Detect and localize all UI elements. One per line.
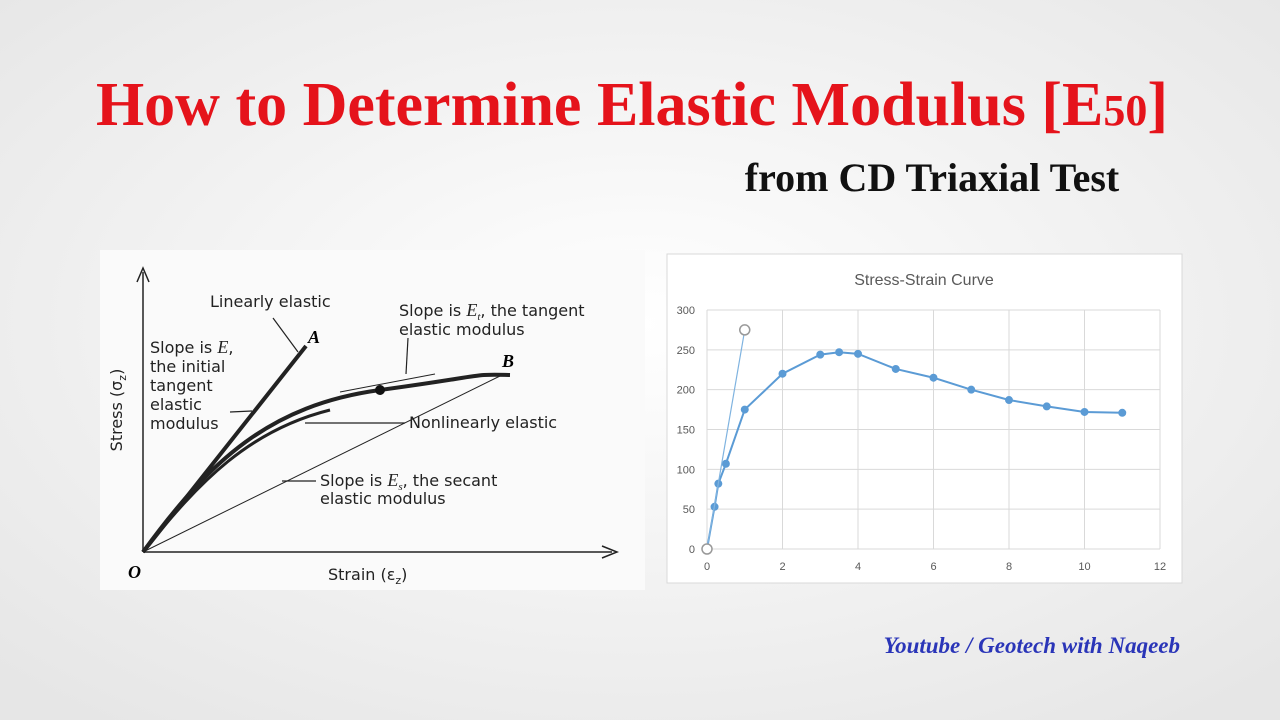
chart-title: Stress-Strain Curve <box>854 272 994 289</box>
leader <box>229 410 253 413</box>
initial-label: Slope is E, <box>150 337 233 357</box>
label-part: Slope is <box>150 338 217 357</box>
data-point <box>967 385 976 394</box>
label-part: Slope is <box>320 471 387 490</box>
leader <box>272 317 299 353</box>
data-point <box>1005 396 1013 405</box>
title: How to Determine Elastic Modulus [E50] <box>96 71 1168 139</box>
label-part: ) <box>401 565 407 584</box>
x-tick-label: 6 <box>930 561 936 573</box>
label-part: , <box>228 338 233 357</box>
series-line <box>706 351 1123 550</box>
label-part: Strain (ε <box>328 565 395 584</box>
label-part: Slope is <box>399 301 466 320</box>
tangent-line <box>339 373 436 393</box>
data-point <box>1118 408 1127 417</box>
tangent-label: Slope is Et, the tangent <box>399 300 585 323</box>
label-sub: t <box>477 311 481 323</box>
x-tick-label: 8 <box>1006 561 1012 573</box>
data-point <box>739 324 751 336</box>
y-tick-label: 300 <box>677 305 695 317</box>
initial-label-line: modulus <box>150 414 219 433</box>
x-arrow <box>601 545 620 559</box>
title-main: How to Determine Elastic Modulus [E <box>96 71 1103 139</box>
y-tick-label: 0 <box>689 544 695 556</box>
y-tick-label: 100 <box>677 464 695 476</box>
y-tick-label: 250 <box>677 345 695 357</box>
tangent-label: elastic modulus <box>399 320 525 339</box>
y-tick-label: 200 <box>677 385 695 397</box>
label-sub: s <box>398 481 402 493</box>
data-point <box>929 373 938 382</box>
unloading-curve <box>141 408 331 553</box>
linear-label: Linearly elastic <box>210 292 331 311</box>
data-point <box>740 405 749 414</box>
secant-label: Slope is Es, the secant <box>320 470 497 493</box>
data-point <box>778 369 787 378</box>
initial-label-line: the initial <box>150 357 225 376</box>
label-symbol: E <box>465 300 477 320</box>
nonlinear-label: Nonlinearly elastic <box>409 413 557 432</box>
series-line <box>706 329 746 550</box>
data-point <box>721 459 730 468</box>
origin-label: O <box>128 562 141 582</box>
data-point <box>701 543 713 555</box>
x-axis-label: Strain (εz) <box>328 565 407 587</box>
x-tick-label: 0 <box>704 561 710 573</box>
point-label: B <box>501 351 514 371</box>
label-part: , the tangent <box>480 301 584 320</box>
diagram: Stress (σz) Strain (εz) O A B Linearly e… <box>100 250 645 590</box>
chart: Stress-Strain Curve 0 50 100 150 200 250 300 0 2… <box>666 253 1183 584</box>
data-point <box>835 348 844 357</box>
y-tick-label: 50 <box>683 504 695 516</box>
y-tick-label: 150 <box>677 425 695 437</box>
secant-label: elastic modulus <box>320 489 446 508</box>
label-symbol: E <box>216 337 228 357</box>
credit: Youtube / Geotech with Naqeeb <box>884 633 1180 658</box>
data-point <box>1080 407 1089 416</box>
label-part: , the secant <box>403 471 498 490</box>
leader <box>405 337 409 375</box>
diagram-panel <box>100 250 645 590</box>
point-label: A <box>307 327 320 347</box>
diagram-lines <box>136 266 620 559</box>
label-part: Stress (σ <box>107 381 126 452</box>
title-subscript: 50 <box>1103 86 1147 135</box>
loading-curve <box>141 372 511 554</box>
data-point <box>816 350 825 359</box>
secant-line <box>142 375 501 553</box>
data-point <box>1042 402 1051 411</box>
label-symbol: E <box>386 470 398 490</box>
initial-label-line: elastic <box>150 395 202 414</box>
label-part: ) <box>107 369 126 375</box>
data-point <box>891 364 900 373</box>
data-point <box>854 349 862 358</box>
x-tick-label: 2 <box>779 561 785 573</box>
y-arrow <box>136 266 150 283</box>
x-tick-label: 4 <box>855 561 861 573</box>
title-close: ] <box>1147 71 1168 139</box>
subtitle: from CD Triaxial Test <box>745 155 1120 200</box>
x-tick-label: 10 <box>1078 561 1090 573</box>
chart-area <box>666 253 1183 584</box>
label-sub: z <box>116 375 129 381</box>
tangent-point <box>375 385 385 395</box>
label-sub: z <box>395 574 401 587</box>
x-tick-label: 12 <box>1154 561 1166 573</box>
y-axis-label: Stress (σz) <box>107 369 129 452</box>
initial-label-line: tangent <box>150 376 213 395</box>
